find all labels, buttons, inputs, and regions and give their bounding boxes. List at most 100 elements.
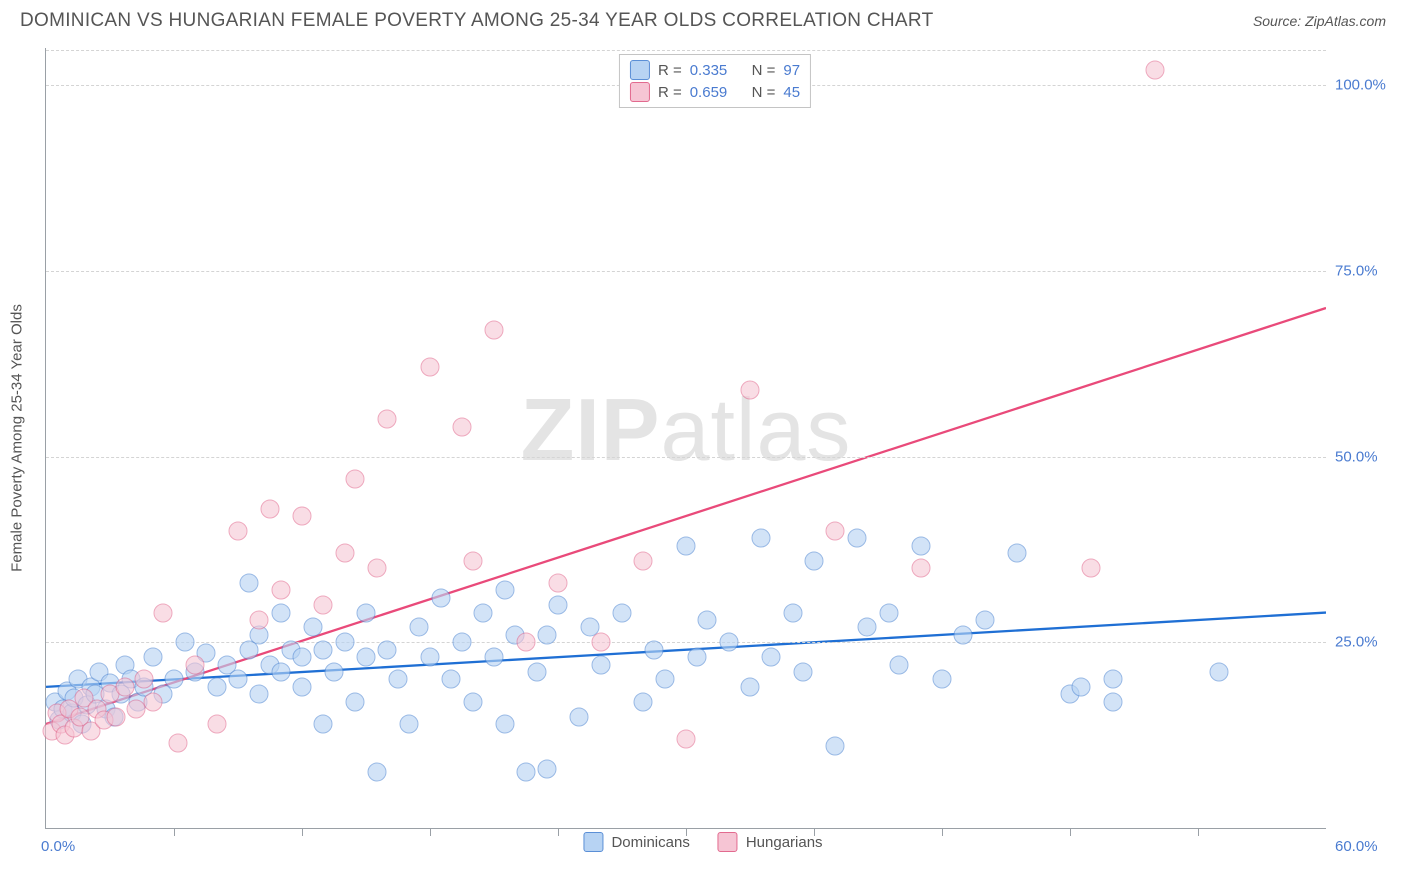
data-point	[634, 692, 653, 711]
data-point	[677, 536, 696, 555]
x-axis-max-label: 60.0%	[1335, 838, 1378, 855]
y-tick-label: 50.0%	[1335, 448, 1378, 465]
legend-series-item: Dominicans	[583, 832, 689, 852]
watermark: ZIPatlas	[521, 379, 852, 481]
data-point	[261, 499, 280, 518]
data-point	[954, 625, 973, 644]
y-tick-label: 100.0%	[1335, 77, 1386, 94]
data-point	[107, 707, 126, 726]
data-point	[495, 715, 514, 734]
data-point	[175, 633, 194, 652]
data-point	[911, 536, 930, 555]
data-point	[303, 618, 322, 637]
scatter-chart: ZIPatlas Female Poverty Among 25-34 Year…	[45, 48, 1385, 828]
data-point	[378, 410, 397, 429]
data-point	[1103, 692, 1122, 711]
legend-series-label: Hungarians	[746, 834, 823, 851]
data-point	[687, 648, 706, 667]
y-tick-label: 75.0%	[1335, 262, 1378, 279]
data-point	[239, 573, 258, 592]
data-point	[207, 677, 226, 696]
data-point	[719, 633, 738, 652]
data-point	[271, 581, 290, 600]
data-point	[357, 648, 376, 667]
x-tick	[430, 828, 431, 836]
data-point	[378, 640, 397, 659]
data-point	[826, 737, 845, 756]
regression-lines	[46, 48, 1326, 828]
data-point	[115, 677, 134, 696]
x-tick	[558, 828, 559, 836]
data-point	[485, 321, 504, 340]
data-point	[453, 417, 472, 436]
data-point	[463, 692, 482, 711]
data-point	[495, 581, 514, 600]
data-point	[858, 618, 877, 637]
data-point	[314, 715, 333, 734]
data-point	[890, 655, 909, 674]
data-point	[346, 692, 365, 711]
data-point	[357, 603, 376, 622]
gridline	[46, 271, 1326, 272]
data-point	[367, 763, 386, 782]
x-tick	[942, 828, 943, 836]
data-point	[135, 670, 154, 689]
legend-stats-row: R =0.335 N =97	[630, 59, 800, 81]
data-point	[410, 618, 429, 637]
data-point	[453, 633, 472, 652]
data-point	[1210, 663, 1229, 682]
data-point	[442, 670, 461, 689]
data-point	[431, 588, 450, 607]
gridline	[46, 642, 1326, 643]
y-axis-title: Female Poverty Among 25-34 Year Olds	[9, 304, 26, 572]
legend-swatch	[630, 82, 650, 102]
data-point	[911, 559, 930, 578]
data-point	[975, 611, 994, 630]
data-point	[293, 648, 312, 667]
data-point	[143, 692, 162, 711]
data-point	[847, 529, 866, 548]
y-tick-label: 25.0%	[1335, 634, 1378, 651]
legend-swatch	[630, 60, 650, 80]
data-point	[826, 521, 845, 540]
data-point	[698, 611, 717, 630]
data-point	[229, 670, 248, 689]
data-point	[517, 633, 536, 652]
data-point	[207, 715, 226, 734]
data-point	[527, 663, 546, 682]
legend-series: Dominicans Hungarians	[583, 832, 822, 852]
data-point	[325, 663, 344, 682]
data-point	[463, 551, 482, 570]
data-point	[186, 655, 205, 674]
data-point	[677, 729, 696, 748]
data-point	[762, 648, 781, 667]
data-point	[250, 611, 269, 630]
data-point	[367, 559, 386, 578]
data-point	[549, 573, 568, 592]
data-point	[538, 625, 557, 644]
data-point	[421, 358, 440, 377]
data-point	[1071, 677, 1090, 696]
data-point	[613, 603, 632, 622]
data-point	[250, 685, 269, 704]
x-tick	[302, 828, 303, 836]
data-point	[293, 507, 312, 526]
data-point	[229, 521, 248, 540]
data-point	[794, 663, 813, 682]
data-point	[741, 677, 760, 696]
x-axis-min-label: 0.0%	[41, 838, 75, 855]
data-point	[645, 640, 664, 659]
data-point	[314, 596, 333, 615]
legend-series-item: Hungarians	[718, 832, 823, 852]
legend-stats: R =0.335 N =97R =0.659 N =45	[619, 54, 811, 108]
data-point	[517, 763, 536, 782]
x-tick	[1198, 828, 1199, 836]
data-point	[346, 469, 365, 488]
data-point	[634, 551, 653, 570]
legend-series-label: Dominicans	[611, 834, 689, 851]
data-point	[271, 603, 290, 622]
data-point	[655, 670, 674, 689]
data-point	[485, 648, 504, 667]
regression-line	[46, 308, 1326, 724]
gridline	[46, 457, 1326, 458]
